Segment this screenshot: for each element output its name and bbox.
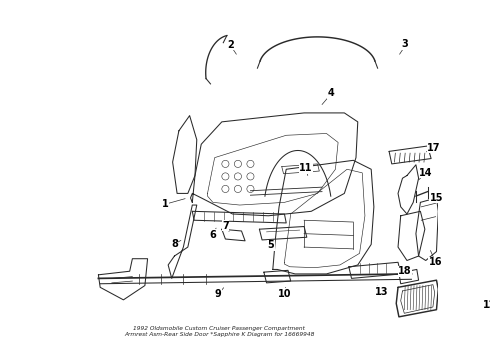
Text: 4: 4: [328, 88, 334, 98]
Text: 11: 11: [299, 163, 313, 174]
Text: 17: 17: [427, 143, 441, 153]
Text: 6: 6: [210, 230, 216, 239]
Text: 15: 15: [430, 193, 443, 203]
Text: 1: 1: [162, 199, 169, 209]
Text: 12: 12: [485, 300, 490, 310]
Text: 16: 16: [429, 257, 442, 267]
Text: 10: 10: [278, 289, 291, 298]
Text: 1992 Oldsmobile Custom Cruiser Passenger Compartment
Armrest Asm-Rear Side Door : 1992 Oldsmobile Custom Cruiser Passenger…: [124, 326, 314, 337]
Text: 7: 7: [222, 221, 229, 231]
Text: 5: 5: [268, 240, 274, 250]
Text: 8: 8: [171, 239, 178, 248]
Text: 3: 3: [402, 39, 409, 49]
Text: 13: 13: [375, 287, 389, 297]
Text: 18: 18: [398, 266, 412, 276]
Text: 12: 12: [484, 300, 490, 310]
Text: 14: 14: [419, 168, 433, 178]
Text: 9: 9: [215, 289, 221, 298]
Text: 2: 2: [227, 40, 234, 50]
